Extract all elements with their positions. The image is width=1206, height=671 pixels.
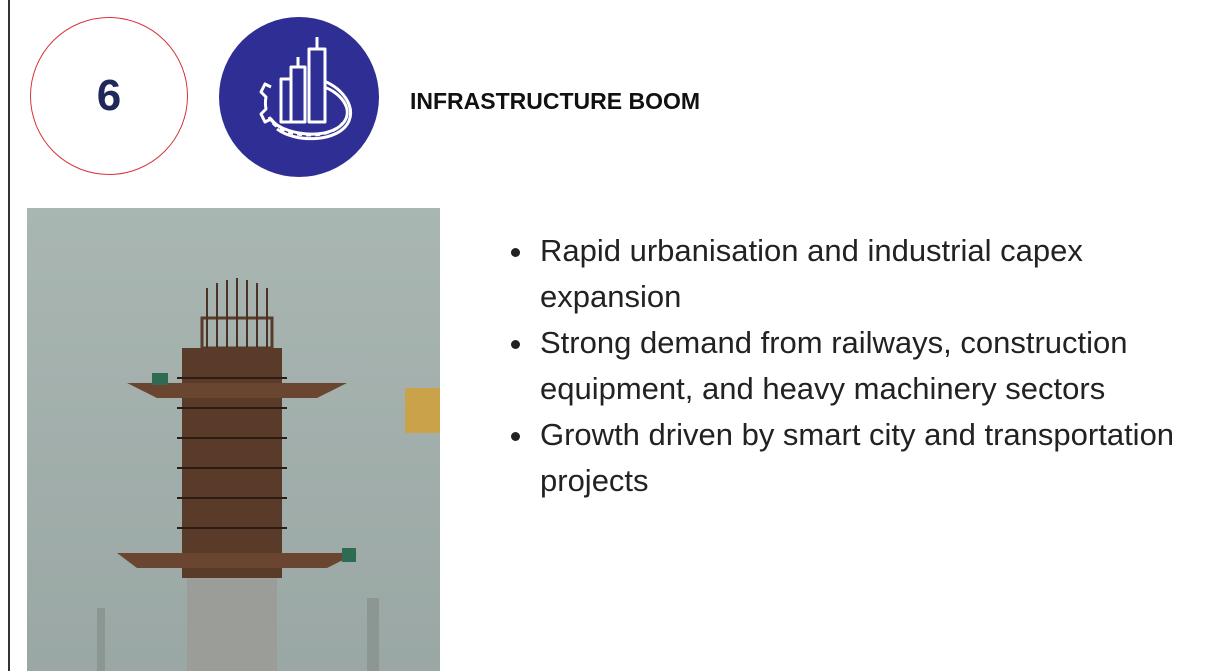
section-title: INFRASTRUCTURE BOOM bbox=[410, 88, 700, 115]
bullet-list: Rapid urbanisation and industrial capex … bbox=[500, 228, 1206, 504]
page: {"header": {"number": "6", "title": "INF… bbox=[0, 0, 1206, 671]
bullet-item: Strong demand from railways, constructio… bbox=[536, 320, 1206, 412]
icon-badge bbox=[219, 17, 379, 177]
section-number: 6 bbox=[30, 17, 188, 175]
infrastructure-icon bbox=[219, 17, 379, 177]
construction-photo bbox=[27, 208, 440, 671]
divider-line bbox=[8, 0, 10, 671]
bullet-item: Growth driven by smart city and transpor… bbox=[536, 412, 1206, 504]
bullet-item: Rapid urbanisation and industrial capex … bbox=[536, 228, 1206, 320]
